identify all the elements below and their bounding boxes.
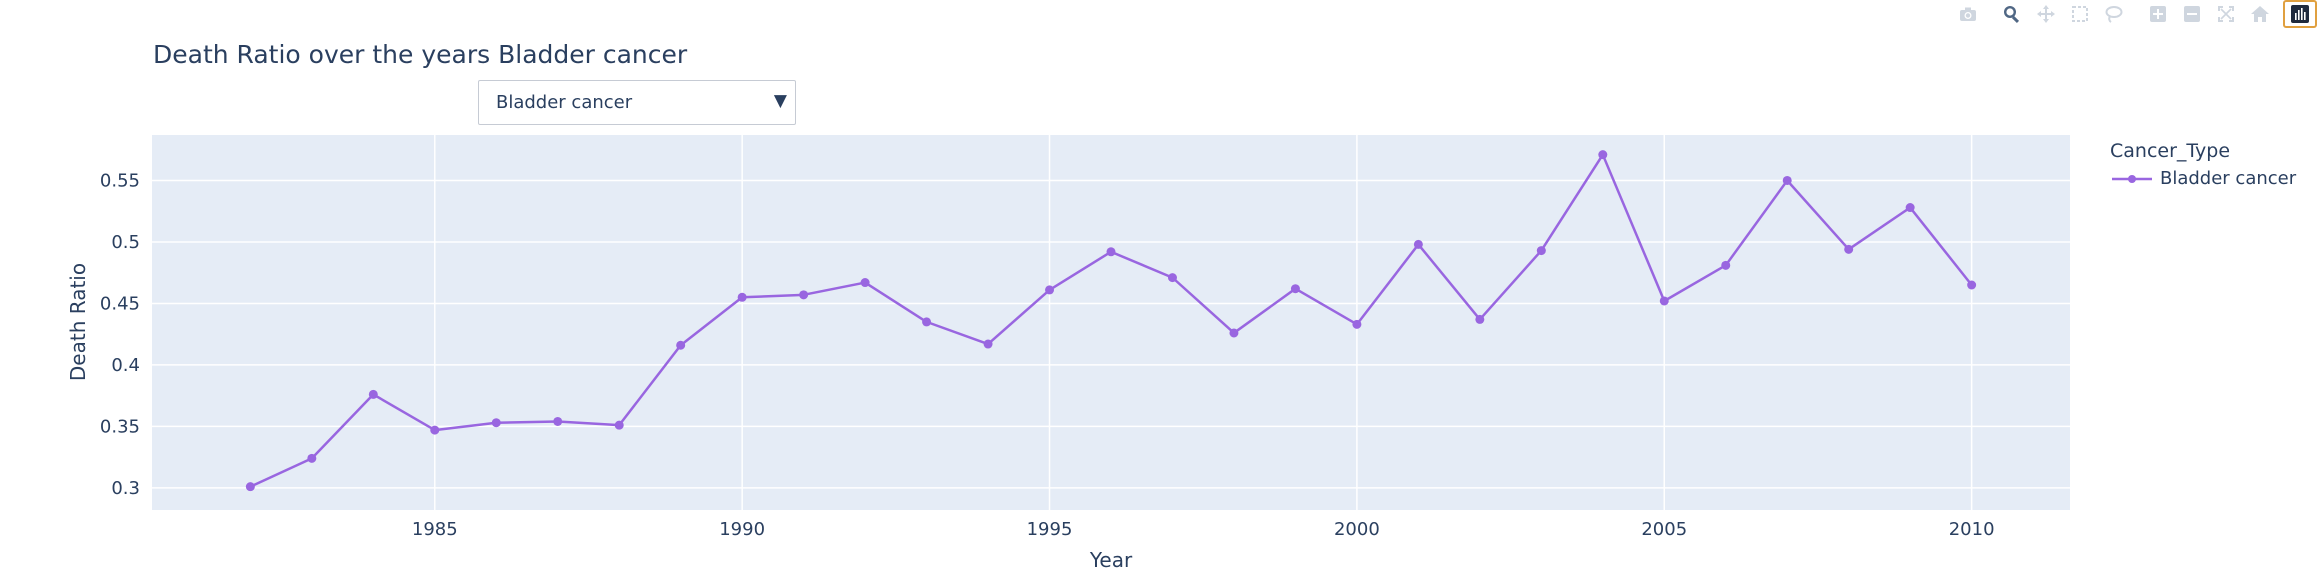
modebar	[1941, 0, 2323, 28]
chart-title: Death Ratio over the years Bladder cance…	[153, 40, 688, 69]
legend: Cancer_Type Bladder cancer	[2110, 140, 2296, 189]
x-tick-label: 1990	[719, 519, 765, 540]
y-axis-label: Death Ratio	[66, 263, 90, 381]
x-tick-label: 2005	[1641, 519, 1687, 540]
data-point[interactable]	[922, 317, 932, 327]
reset-axes-icon[interactable]	[2243, 0, 2277, 28]
zoom-icon[interactable]	[1995, 0, 2029, 28]
data-point[interactable]	[1659, 296, 1669, 306]
x-tick-label: 1985	[412, 519, 458, 540]
series-layer	[245, 150, 1977, 492]
data-point[interactable]	[1721, 260, 1731, 270]
data-point[interactable]	[1598, 150, 1608, 160]
autoscale-icon[interactable]	[2209, 0, 2243, 28]
data-point[interactable]	[1167, 273, 1177, 283]
data-point[interactable]	[553, 416, 563, 426]
legend-title: Cancer_Type	[2110, 140, 2231, 162]
data-point[interactable]	[1290, 284, 1300, 294]
data-point[interactable]	[799, 290, 809, 300]
data-point[interactable]	[1229, 328, 1239, 338]
x-tick-labels: 1985 1990 1995 2000 2005 2010	[412, 519, 1995, 540]
data-point[interactable]	[430, 425, 440, 435]
data-point[interactable]	[1782, 175, 1792, 185]
plot-area[interactable]	[152, 135, 2070, 510]
legend-item-bladder-cancer[interactable]: Bladder cancer	[2110, 168, 2296, 189]
data-point[interactable]	[1905, 203, 1915, 213]
data-point[interactable]	[983, 339, 993, 349]
zoom-in-icon[interactable]	[2141, 0, 2175, 28]
data-point[interactable]	[1106, 247, 1116, 257]
data-point[interactable]	[1352, 319, 1362, 329]
y-tick-label: 0.45	[100, 293, 140, 314]
data-point[interactable]	[368, 389, 378, 399]
legend-line-marker-icon	[2112, 174, 2152, 183]
y-tick-label: 0.3	[111, 478, 140, 499]
y-tick-label: 0.55	[100, 170, 140, 191]
data-point[interactable]	[1967, 280, 1977, 290]
plotly-logo-icon[interactable]	[2283, 0, 2317, 28]
data-point[interactable]	[245, 482, 255, 492]
modebar-group-zoom	[2141, 0, 2277, 28]
legend-item-label: Bladder cancer	[2160, 168, 2297, 189]
y-tick-label: 0.35	[100, 416, 140, 437]
x-tick-label: 2000	[1334, 519, 1380, 540]
y-tick-label: 0.4	[111, 355, 140, 376]
data-point[interactable]	[614, 420, 624, 430]
data-point[interactable]	[737, 292, 747, 302]
data-point[interactable]	[1413, 239, 1423, 249]
y-tick-labels: 0.3 0.35 0.4 0.45 0.5 0.55	[100, 170, 140, 498]
dropdown-selected-value: Bladder cancer	[496, 92, 633, 113]
x-axis-label: Year	[1089, 548, 1133, 572]
x-tick-label: 1995	[1027, 519, 1073, 540]
pan-icon[interactable]	[2029, 0, 2063, 28]
data-point[interactable]	[1844, 244, 1854, 254]
dropdown-arrow-icon: ▼	[773, 91, 787, 111]
lasso-select-icon[interactable]	[2097, 0, 2131, 28]
data-point[interactable]	[307, 453, 317, 463]
camera-icon[interactable]	[1951, 0, 1985, 28]
box-select-icon[interactable]	[2063, 0, 2097, 28]
modebar-group-export	[1951, 0, 1985, 28]
data-point[interactable]	[1536, 246, 1546, 256]
data-point[interactable]	[860, 278, 870, 288]
cancer-type-dropdown[interactable]: Bladder cancer ▼	[478, 80, 796, 125]
data-point[interactable]	[676, 340, 686, 350]
data-point[interactable]	[491, 418, 501, 428]
data-point[interactable]	[1045, 285, 1055, 295]
x-tick-label: 2010	[1949, 519, 1995, 540]
y-tick-label: 0.5	[111, 232, 140, 253]
modebar-group-tools	[1995, 0, 2131, 28]
zoom-out-icon[interactable]	[2175, 0, 2209, 28]
data-point[interactable]	[1475, 314, 1485, 324]
